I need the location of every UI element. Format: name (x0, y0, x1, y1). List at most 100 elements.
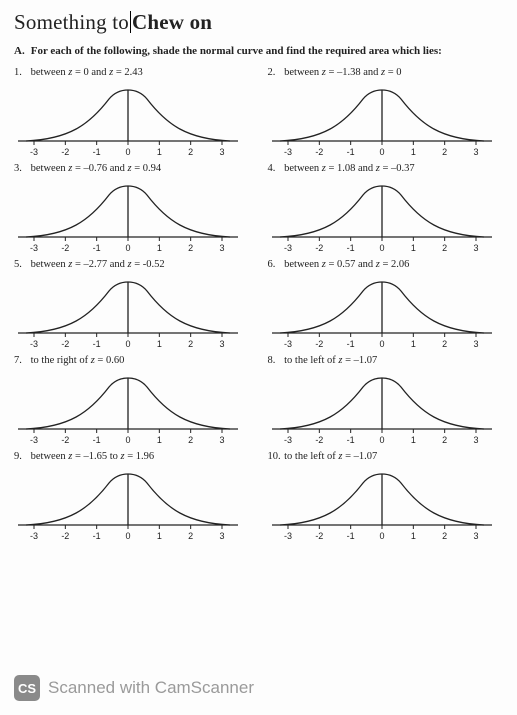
svg-text:1: 1 (410, 147, 415, 157)
normal-curve: -3 -2 -1 0 1 2 3 (14, 271, 242, 349)
problem-prompt: 2. between z = –1.38 and z = 0 (268, 67, 504, 78)
normal-curve: -3-2-10123 (14, 175, 242, 253)
problem-prompt: 6. between z = 0.57 and z = 2.06 (268, 259, 504, 270)
normal-curve: -3 -2 -1 0 1 2 3 (268, 79, 496, 157)
problem-item: 1. between z = 0 and z = 2.43 -3 -2 -1 0 1 2 3 (14, 67, 250, 157)
svg-text:-1: -1 (93, 243, 101, 253)
svg-text:-2: -2 (61, 339, 69, 349)
svg-text:0: 0 (125, 435, 130, 445)
svg-text:1: 1 (157, 531, 162, 541)
problems-grid: 1. between z = 0 and z = 2.43 -3 -2 -1 0 1 2 3… (14, 67, 503, 541)
svg-text:2: 2 (442, 531, 447, 541)
svg-text:1: 1 (157, 243, 162, 253)
svg-text:-2: -2 (315, 147, 323, 157)
svg-text:-3: -3 (283, 531, 291, 541)
svg-text:-3: -3 (30, 147, 38, 157)
svg-text:-1: -1 (93, 339, 101, 349)
svg-text:-3: -3 (283, 339, 291, 349)
problem-item: 2. between z = –1.38 and z = 0 -3 -2 -1 0 1 2… (268, 67, 504, 157)
problem-item: 5. between z = –2.77 and z = -0.52 -3-2-… (14, 259, 250, 349)
svg-text:0: 0 (379, 243, 384, 253)
section-a-text: For each of the following, shade the nor… (31, 45, 442, 57)
svg-text:2: 2 (442, 243, 447, 253)
svg-text:2: 2 (188, 531, 193, 541)
svg-text:-2: -2 (61, 147, 69, 157)
normal-curve: -3 -2 -1 0 1 2 3 (14, 79, 242, 157)
svg-text:-3: -3 (283, 243, 291, 253)
problem-prompt: 3. between z = –0.76 and z = 0.94 (14, 163, 250, 174)
problem-item: 10. to the left of z = –1.07 -3-2-10123 (268, 451, 504, 541)
svg-text:0: 0 (379, 339, 384, 349)
problem-item: 7. to the right of z = 0.60 -3-2-10123 (14, 355, 250, 445)
svg-text:-3: -3 (30, 531, 38, 541)
svg-text:-2: -2 (315, 339, 323, 349)
svg-text:-1: -1 (346, 243, 354, 253)
svg-text:1: 1 (410, 339, 415, 349)
svg-text:2: 2 (442, 435, 447, 445)
svg-text:-3: -3 (283, 147, 291, 157)
scanner-footer: CS Scanned with CamScanner (14, 675, 254, 701)
svg-text:-2: -2 (61, 243, 69, 253)
svg-text:0: 0 (125, 339, 130, 349)
svg-text:1: 1 (157, 147, 162, 157)
svg-text:1: 1 (410, 435, 415, 445)
section-a: A. For each of the following, shade the … (14, 45, 503, 57)
problem-prompt: 8. to the left of z = –1.07 (268, 355, 504, 366)
svg-text:-2: -2 (61, 435, 69, 445)
svg-text:0: 0 (379, 531, 384, 541)
svg-text:0: 0 (379, 147, 384, 157)
svg-text:0: 0 (379, 435, 384, 445)
svg-text:2: 2 (442, 339, 447, 349)
svg-text:2: 2 (188, 147, 193, 157)
camscanner-badge: CS (14, 675, 40, 701)
normal-curve: -3 -2 -1 0 1 2 3 (268, 175, 496, 253)
problem-prompt: 1. between z = 0 and z = 2.43 (14, 67, 250, 78)
problem-prompt: 10. to the left of z = –1.07 (268, 451, 504, 462)
normal-curve: -3 -2 -1 0 1 2 3 (268, 367, 496, 445)
svg-text:1: 1 (410, 531, 415, 541)
svg-text:2: 2 (188, 243, 193, 253)
svg-text:2: 2 (188, 339, 193, 349)
svg-text:0: 0 (125, 243, 130, 253)
svg-text:2: 2 (442, 147, 447, 157)
svg-text:3: 3 (219, 531, 224, 541)
svg-text:3: 3 (473, 243, 478, 253)
section-a-label: A. (14, 45, 28, 57)
svg-text:3: 3 (219, 243, 224, 253)
title-part-b: Chew on (132, 10, 212, 34)
svg-text:3: 3 (473, 531, 478, 541)
problem-item: 8. to the left of z = –1.07 -3 -2 -1 0 1 2 3 (268, 355, 504, 445)
problem-prompt: 4. between z = 1.08 and z = –0.37 (268, 163, 504, 174)
svg-text:3: 3 (219, 435, 224, 445)
svg-text:3: 3 (473, 147, 478, 157)
svg-text:3: 3 (473, 339, 478, 349)
problem-item: 4. between z = 1.08 and z = –0.37 -3 -2 -1… (268, 163, 504, 253)
svg-text:-2: -2 (315, 435, 323, 445)
normal-curve: -3 -2 -1 0 1 2 3 (268, 271, 496, 349)
svg-text:-1: -1 (346, 531, 354, 541)
svg-text:3: 3 (219, 147, 224, 157)
svg-text:3: 3 (219, 339, 224, 349)
title-cursor (130, 11, 131, 33)
svg-text:-2: -2 (315, 243, 323, 253)
title-part-a: Something to (14, 10, 129, 34)
svg-text:3: 3 (473, 435, 478, 445)
svg-text:1: 1 (410, 243, 415, 253)
problem-item: 3. between z = –0.76 and z = 0.94 -3-2-1… (14, 163, 250, 253)
svg-text:-2: -2 (61, 531, 69, 541)
normal-curve: -3-2-10123 (14, 367, 242, 445)
problem-item: 9. between z = –1.65 to z = 1.96 -3-2-10… (14, 451, 250, 541)
svg-text:2: 2 (188, 435, 193, 445)
svg-text:1: 1 (157, 435, 162, 445)
svg-text:0: 0 (125, 147, 130, 157)
svg-text:-1: -1 (346, 147, 354, 157)
svg-text:-1: -1 (346, 339, 354, 349)
svg-text:-1: -1 (346, 435, 354, 445)
svg-text:-3: -3 (283, 435, 291, 445)
svg-text:-1: -1 (93, 147, 101, 157)
problem-prompt: 7. to the right of z = 0.60 (14, 355, 250, 366)
svg-text:-3: -3 (30, 339, 38, 349)
svg-text:1: 1 (157, 339, 162, 349)
page-title: Something toChew on (14, 10, 503, 35)
svg-text:-3: -3 (30, 435, 38, 445)
